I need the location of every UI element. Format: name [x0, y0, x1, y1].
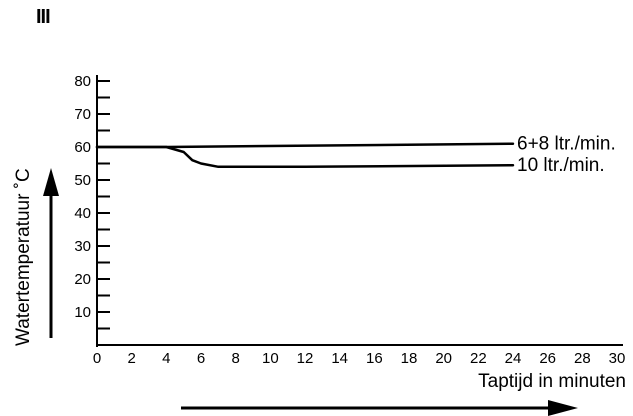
- x-tick-label: 0: [93, 350, 101, 367]
- y-tick-label: 60: [74, 139, 91, 156]
- y-tick-label: 40: [74, 205, 91, 222]
- x-axis: 0 2 4 6 8 10 12 14 16 18 20 22 24 26 28 30: [93, 344, 626, 367]
- x-tick-label: 24: [505, 350, 522, 367]
- x-tick-label: 8: [231, 350, 239, 367]
- x-tick-label: 6: [197, 350, 205, 367]
- y-tick-label: 50: [74, 172, 91, 189]
- y-axis-title-group: Watertemperatuur ˚C: [13, 168, 59, 346]
- x-tick-label: 22: [470, 350, 487, 367]
- x-tick-label: 4: [162, 350, 170, 367]
- x-tick-label: 18: [401, 350, 418, 367]
- x-axis-title: Taptijd in minuten: [478, 371, 626, 392]
- arrow-right-icon: [548, 400, 578, 416]
- y-axis-title: Watertemperatuur ˚C: [13, 168, 34, 346]
- y-tick-label: 80: [74, 73, 91, 90]
- series-lines: [95, 142, 515, 169]
- x-tick-label: 12: [297, 350, 314, 367]
- y-axis: 10 20 30 40 50 60 70 80: [74, 73, 110, 347]
- figure-marker: III: [36, 6, 51, 28]
- x-tick-label: 26: [539, 350, 556, 367]
- y-tick-label: 10: [74, 304, 91, 321]
- x-tick-label: 14: [331, 350, 348, 367]
- x-tick-label: 10: [262, 350, 279, 367]
- x-tick-label: 20: [435, 350, 452, 367]
- arrow-up-icon: [43, 168, 59, 196]
- y-tick-label: 30: [74, 238, 91, 255]
- x-tick-label: 2: [127, 350, 135, 367]
- series-line-2: [95, 145, 515, 169]
- x-tick-label: 30: [609, 350, 626, 367]
- x-axis-title-group: Taptijd in minuten: [181, 371, 626, 416]
- x-tick-label: 28: [574, 350, 591, 367]
- y-tick-label: 70: [74, 106, 91, 123]
- x-tick-label: 16: [366, 350, 383, 367]
- series-labels: 6+8 ltr./min.10 ltr./min.: [517, 134, 616, 176]
- y-tick-label: 20: [74, 271, 91, 288]
- series-label-2: 10 ltr./min.: [517, 155, 605, 176]
- series-label-1: 6+8 ltr./min.: [517, 134, 616, 155]
